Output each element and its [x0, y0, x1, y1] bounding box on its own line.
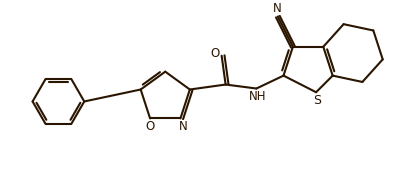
Text: O: O: [145, 120, 155, 133]
Text: N: N: [273, 2, 282, 15]
Text: O: O: [210, 47, 219, 60]
Text: N: N: [178, 120, 187, 133]
Text: NH: NH: [249, 90, 267, 104]
Text: S: S: [314, 94, 322, 107]
